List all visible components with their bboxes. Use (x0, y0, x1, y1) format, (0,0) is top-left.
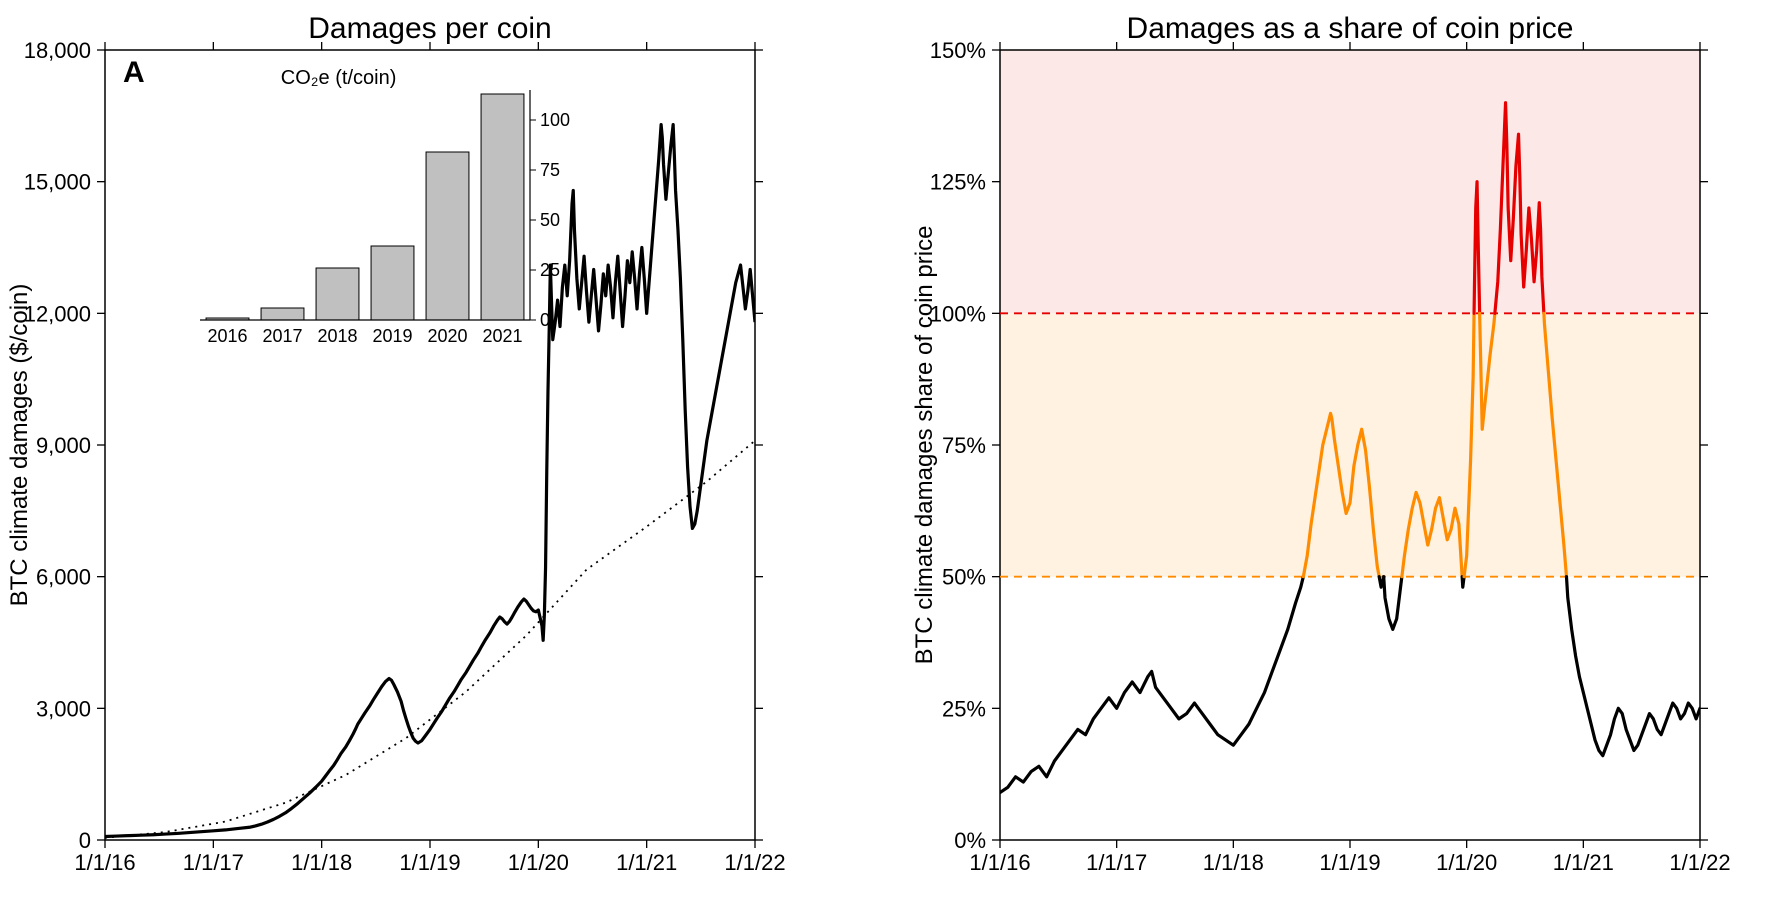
svg-text:1/1/18: 1/1/18 (291, 850, 352, 875)
svg-text:125%: 125% (930, 170, 986, 195)
svg-text:2018: 2018 (317, 326, 357, 346)
svg-text:2016: 2016 (207, 326, 247, 346)
svg-text:1/1/20: 1/1/20 (1436, 850, 1497, 875)
svg-text:18,000: 18,000 (24, 38, 91, 63)
svg-text:25: 25 (540, 260, 560, 280)
main-chart-svg: Damages per coin A BTC climate damages ($/… (0, 0, 1773, 916)
svg-text:100%: 100% (930, 301, 986, 326)
svg-text:2017: 2017 (262, 326, 302, 346)
svg-text:2020: 2020 (427, 326, 467, 346)
svg-text:A: A (123, 56, 145, 89)
svg-text:1/1/21: 1/1/21 (1553, 850, 1614, 875)
svg-text:75%: 75% (942, 433, 986, 458)
svg-text:50%: 50% (942, 565, 986, 590)
svg-text:Damages as a share of coin pri: Damages as a share of coin price (1127, 12, 1574, 45)
svg-text:1/1/16: 1/1/16 (969, 850, 1030, 875)
svg-text:1/1/17: 1/1/17 (183, 850, 244, 875)
svg-text:Damages per coin: Damages per coin (308, 12, 551, 45)
svg-text:2021: 2021 (482, 326, 522, 346)
svg-text:100: 100 (540, 110, 570, 130)
svg-text:150%: 150% (930, 38, 986, 63)
svg-text:1/1/22: 1/1/22 (724, 850, 785, 875)
svg-text:1/1/22: 1/1/22 (1669, 850, 1730, 875)
svg-text:9,000: 9,000 (36, 433, 91, 458)
svg-text:1/1/16: 1/1/16 (74, 850, 135, 875)
svg-text:50: 50 (540, 210, 560, 230)
svg-text:3,000: 3,000 (36, 696, 91, 721)
svg-text:1/1/20: 1/1/20 (508, 850, 569, 875)
svg-text:25%: 25% (942, 696, 986, 721)
svg-text:1/1/19: 1/1/19 (1319, 850, 1380, 875)
svg-text:12,000: 12,000 (24, 301, 91, 326)
figure-container: Damages per coin A BTC climate damages ($/… (0, 0, 1773, 916)
svg-text:BTC climate damages ($/coin): BTC climate damages ($/coin) (6, 284, 33, 607)
svg-text:BTC climate damages share of c: BTC climate damages share of coin price (911, 226, 938, 665)
svg-text:1/1/19: 1/1/19 (399, 850, 460, 875)
svg-text:15,000: 15,000 (24, 170, 91, 195)
svg-text:2019: 2019 (372, 326, 412, 346)
svg-text:1/1/17: 1/1/17 (1086, 850, 1147, 875)
svg-text:1/1/21: 1/1/21 (616, 850, 677, 875)
svg-text:1/1/18: 1/1/18 (1203, 850, 1264, 875)
svg-text:6,000: 6,000 (36, 565, 91, 590)
svg-text:0: 0 (540, 310, 550, 330)
svg-text:CO₂e (t/coin): CO₂e (t/coin) (281, 67, 397, 89)
svg-text:75: 75 (540, 160, 560, 180)
